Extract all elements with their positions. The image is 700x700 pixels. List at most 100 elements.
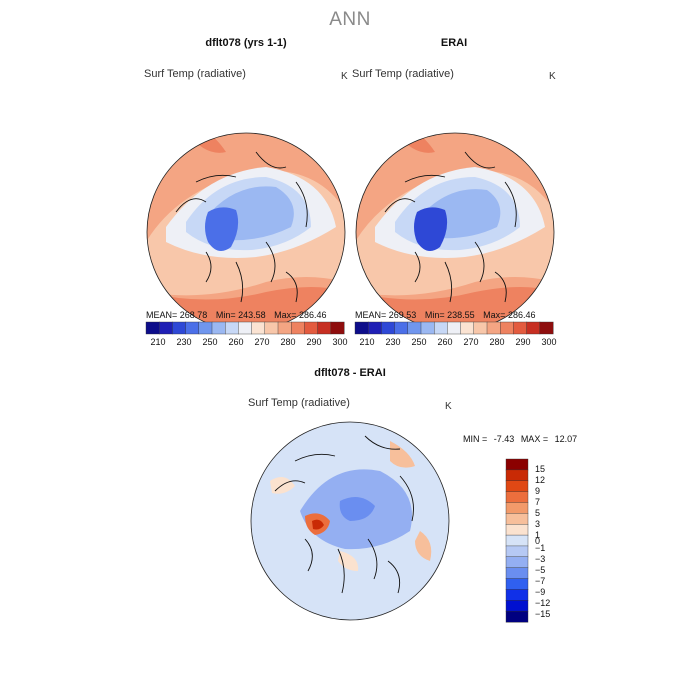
- colorbar-erai: [354, 321, 554, 335]
- cbar-tick: 270: [254, 337, 270, 347]
- polar-map-model: [146, 132, 346, 332]
- colorbar-swatch: [447, 321, 462, 335]
- cbar-tick: 270: [463, 337, 479, 347]
- colorbar-labels-diff: 15 12 9 7 5 3 1 0 −1 −3 −5 −7 −9 −12 −15: [535, 459, 575, 622]
- colorbar-swatch: [505, 578, 529, 590]
- cbar-tick: −3: [535, 554, 546, 564]
- colorbar-swatch: [145, 321, 160, 335]
- diff-max-value: 12.07: [554, 434, 578, 444]
- polar-map-diff: [250, 421, 450, 621]
- map-greenland: [205, 207, 239, 251]
- colorbar-swatch: [486, 321, 501, 335]
- diff-min-label: MIN =: [463, 434, 488, 444]
- main-title: ANN: [329, 9, 371, 30]
- colorbar-swatch: [505, 523, 529, 536]
- colorbar-labels-erai: 210 230 250 260 270 280 290 300: [355, 337, 556, 349]
- map-hot-spot: [312, 519, 324, 530]
- cbar-tick: 5: [535, 508, 541, 518]
- colorbar-swatch: [526, 321, 541, 335]
- min-label: Min=: [424, 310, 445, 320]
- cbar-tick: 260: [437, 337, 453, 347]
- colorbar-swatch: [505, 502, 529, 514]
- map-warm-patch-a: [390, 441, 415, 468]
- cbar-tick: 300: [332, 337, 348, 347]
- cbar-tick: −7: [535, 576, 546, 586]
- cbar-tick: 3: [535, 519, 541, 529]
- cbar-tick: 210: [359, 337, 375, 347]
- cbar-tick: −15: [535, 609, 551, 619]
- stats-row-erai: MEAN= 269.53 Min= 238.55 Max= 286.46: [355, 310, 535, 320]
- panel-title-erai: ERAI: [440, 37, 468, 49]
- diff-minmax: MIN = -7.43 MAX = 12.07: [463, 434, 577, 444]
- mean-value: 269.53: [388, 310, 417, 320]
- cbar-tick: 290: [515, 337, 531, 347]
- colorbar-swatch: [290, 321, 305, 335]
- min-label: Min=: [215, 310, 236, 320]
- colorbar-swatch: [505, 469, 529, 482]
- diff-min-value: -7.43: [493, 434, 515, 444]
- max-label: Max=: [483, 310, 506, 320]
- cbar-tick: 280: [489, 337, 505, 347]
- colorbar-swatch: [238, 321, 253, 335]
- colorbar-swatch: [198, 321, 213, 335]
- map-border: [250, 421, 450, 621]
- colorbar-swatch: [367, 321, 382, 335]
- cbar-tick: 280: [280, 337, 296, 347]
- colorbar-swatch: [505, 600, 529, 612]
- colorbar-swatch: [505, 534, 529, 547]
- colorbar-swatch: [505, 458, 529, 471]
- max-value: 286.46: [507, 310, 536, 320]
- colorbar-swatch: [505, 513, 529, 525]
- cbar-tick: 15: [535, 464, 546, 474]
- cbar-tick: 9: [535, 486, 541, 496]
- polar-map-erai: [355, 132, 555, 332]
- map-coastlines: [175, 151, 308, 303]
- colorbar-swatch: [407, 321, 422, 335]
- colorbar-swatch: [158, 321, 173, 335]
- cbar-tick: 250: [202, 337, 218, 347]
- cbar-tick: 0: [535, 536, 541, 546]
- cbar-tick: −12: [535, 598, 551, 608]
- colorbar-swatch: [264, 321, 279, 335]
- units-label-erai: K: [549, 71, 556, 82]
- cbar-tick: −1: [535, 543, 546, 553]
- colorbar-swatch: [505, 567, 529, 580]
- colorbar-swatch: [473, 321, 488, 335]
- max-value: 286.46: [298, 310, 327, 320]
- stats-row-model: MEAN= 268.78 Min= 243.58 Max= 286.46: [146, 310, 326, 320]
- cbar-tick: −9: [535, 587, 546, 597]
- cbar-tick: 7: [535, 497, 541, 507]
- colorbar-swatch: [460, 321, 475, 335]
- variable-label-erai: Surf Temp (radiative): [352, 68, 454, 80]
- colorbar-swatch: [513, 321, 528, 335]
- colorbar-swatch: [505, 545, 529, 558]
- colorbar-swatch: [505, 610, 529, 623]
- cbar-tick: 210: [150, 337, 166, 347]
- cbar-tick: 260: [228, 337, 244, 347]
- mean-label: MEAN=: [355, 310, 387, 320]
- colorbar-swatch: [185, 321, 200, 335]
- map-arctic-core: [339, 497, 375, 521]
- colorbar-swatch: [505, 556, 529, 569]
- diff-max-label: MAX =: [520, 434, 549, 444]
- variable-label-model: Surf Temp (radiative): [144, 68, 246, 80]
- map-greenland: [414, 207, 448, 251]
- cbar-tick: −5: [535, 565, 546, 575]
- panel-title-model: dflt078 (yrs 1-1): [205, 37, 287, 49]
- colorbar-swatch: [211, 321, 226, 335]
- units-label-model: K: [341, 71, 348, 82]
- colorbar-swatch: [317, 321, 332, 335]
- colorbar-swatch: [505, 491, 529, 503]
- colorbar-swatch: [354, 321, 369, 335]
- cbar-tick: 230: [385, 337, 401, 347]
- colorbar-model: [145, 321, 345, 335]
- variable-label-diff: Surf Temp (radiative): [248, 397, 350, 409]
- colorbar-swatch: [505, 480, 529, 493]
- mean-value: 268.78: [179, 310, 208, 320]
- colorbar-swatch: [251, 321, 266, 335]
- colorbar-swatch: [381, 321, 396, 335]
- colorbar-swatch: [277, 321, 292, 335]
- colorbar-swatch: [330, 321, 345, 335]
- colorbar-swatch: [420, 321, 435, 335]
- colorbar-swatch: [505, 589, 529, 601]
